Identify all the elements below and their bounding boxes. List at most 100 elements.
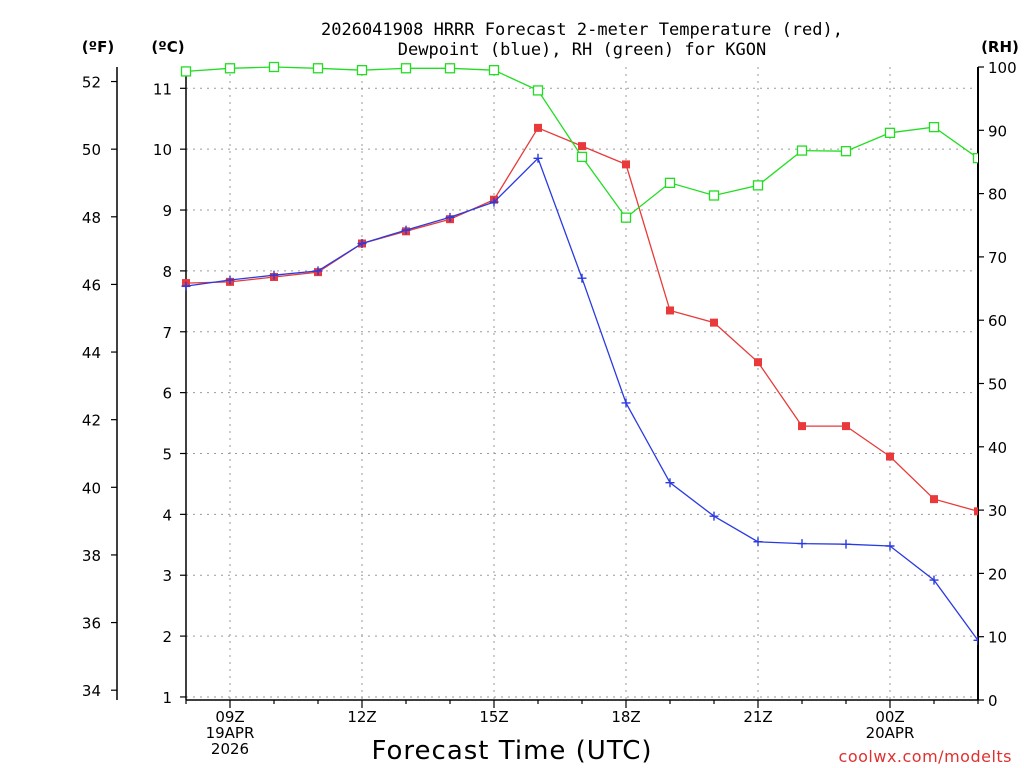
rh-tick-label: 50 [988,376,1007,394]
rh-point [268,61,280,73]
rh-tick-label: 0 [988,692,998,710]
temperature-point [930,495,938,504]
rh-tick-label: 20 [988,565,1007,583]
fahrenheit-tick-label: 38 [82,547,101,565]
rh-point [444,63,456,74]
x-tick-label: 12Z [347,708,376,726]
rh-point [532,85,544,96]
x-tick-label: 21Z [743,708,772,726]
dewpoint-point [709,511,719,521]
chart-title-line2: Dewpoint (blue), RH (green) for KGON [398,40,766,60]
dewpoint-point [489,197,499,207]
dewpoint-point [445,212,455,222]
fahrenheit-unit-label: (ºF) [82,38,114,56]
rh-point [884,127,896,138]
dewpoint-point [797,539,807,549]
celsius-tick-label: 3 [162,567,172,585]
dewpoint-point [621,398,631,408]
temperature-point [666,306,674,315]
rh-point [928,121,940,133]
source-credit: coolwx.com/modelts [839,747,1012,766]
rh-point [664,177,676,188]
celsius-tick-label: 10 [153,141,172,159]
x-tick-label: 09Z [215,708,244,726]
dewpoint-point [181,281,191,291]
celsius-tick-label: 9 [162,202,172,220]
series-dewpoint [181,153,978,645]
temperature-point [710,318,718,327]
x-tick-label: 18Z [611,708,640,726]
chart-title-line1: 2026041908 HRRR Forecast 2-meter Tempera… [321,20,843,40]
celsius-tick-label: 1 [162,689,172,707]
rh-tick-label: 70 [988,249,1007,267]
data-series [180,61,978,645]
dewpoint-point [357,239,367,249]
rh-tick-label: 10 [988,629,1007,647]
fahrenheit-tick-label: 40 [82,479,101,497]
x-axis-title: Forecast Time (UTC) [371,736,652,766]
x-tick-label: 19APR [206,724,255,742]
dewpoint-point [929,575,939,585]
celsius-tick-label: 5 [162,445,172,463]
rh-point [224,63,236,74]
fahrenheit-tick-label: 42 [82,412,101,430]
dewpoint-line [185,157,978,641]
rh-tick-label: 90 [988,122,1007,140]
rh-point [488,65,500,76]
temperature-point [842,422,850,431]
rh-point [180,66,192,77]
fahrenheit-tick-label: 34 [82,682,101,700]
rh-point [356,65,368,76]
dewpoint-point [269,270,279,280]
series-rh [180,61,978,223]
dewpoint-point [841,539,851,549]
celsius-tick-label: 8 [162,263,172,281]
x-tick-label: 2026 [211,740,249,758]
rh-point [840,146,852,157]
rh-point [620,212,632,223]
dewpoint-point [401,225,411,235]
dewpoint-point [885,541,895,551]
rh-point [972,153,978,164]
dewpoint-point [577,273,587,283]
rh-point [576,151,588,163]
rh-unit-label: (RH) [981,38,1019,56]
temperature-point [754,358,762,367]
dewpoint-point [973,635,978,645]
rh-point [796,145,808,156]
temperature-point [798,422,806,431]
fahrenheit-tick-label: 48 [82,209,101,227]
rh-point [400,63,412,74]
fahrenheit-tick-label: 50 [82,141,101,159]
dewpoint-point [313,266,323,276]
rh-tick-label: 40 [988,439,1007,457]
celsius-tick-label: 2 [162,628,172,646]
temperature-point [974,507,978,516]
dewpoint-point [225,275,235,285]
rh-point [708,190,720,201]
temperature-point [534,123,542,132]
dewpoint-point [533,153,543,163]
x-tick-label: 00Z [875,708,904,726]
fahrenheit-tick-label: 52 [82,74,101,92]
dewpoint-point [665,478,675,488]
rh-point [312,63,324,74]
fahrenheit-tick-label: 46 [82,276,101,294]
celsius-unit-label: (ºC) [151,38,184,56]
temperature-point [578,142,586,151]
fahrenheit-tick-label: 36 [82,615,101,633]
rh-point [752,180,764,191]
rh-tick-label: 80 [988,186,1007,204]
rh-tick-label: 60 [988,312,1007,330]
temperature-point [622,160,630,169]
rh-tick-label: 30 [988,502,1007,520]
rh-tick-label: 100 [988,59,1017,77]
celsius-tick-label: 4 [162,506,172,524]
x-tick-label: 20APR [866,724,915,742]
axes: 1234567891011343638404244464850520102030… [82,59,1017,758]
celsius-tick-label: 6 [162,385,172,403]
dewpoint-point [753,537,763,547]
temperature-point [886,452,894,461]
grid-lines [186,67,978,700]
